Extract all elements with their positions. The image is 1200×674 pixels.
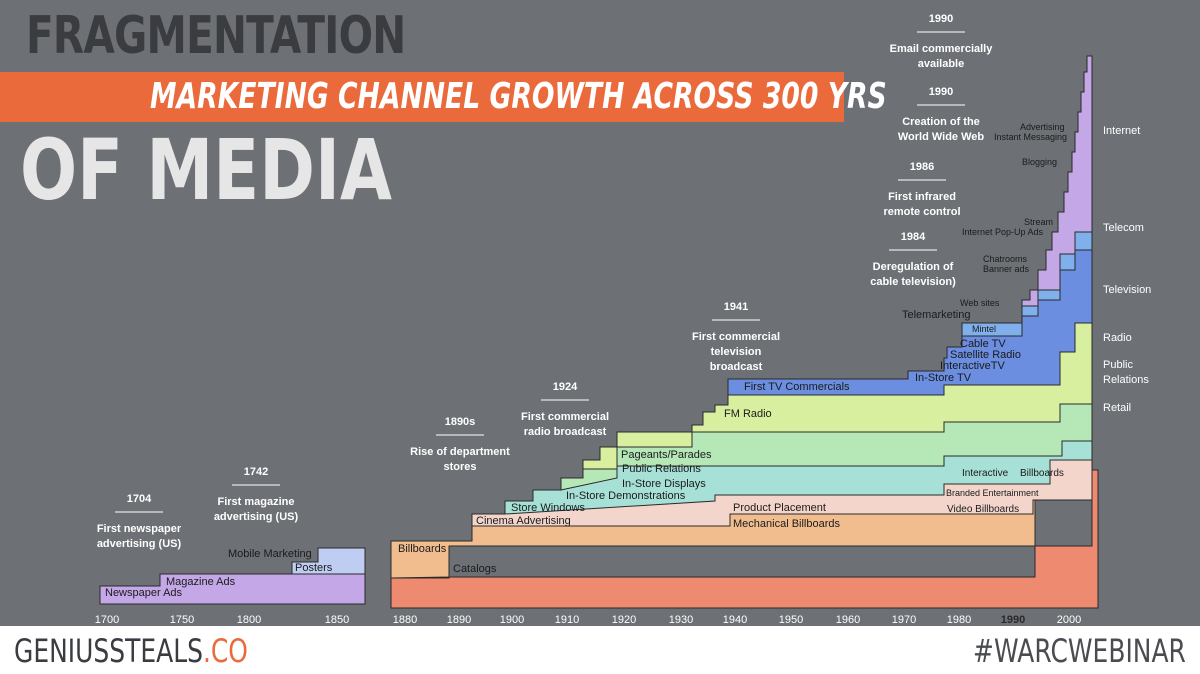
annotation-text-3-0: First commercial xyxy=(521,411,609,423)
annotation-year-1924-3: 1924 xyxy=(553,381,578,393)
annotation-text-5-1: cable television) xyxy=(870,276,956,288)
channel-label-mobile-marketing: Mobile Marketing xyxy=(228,548,312,560)
x-tick-1950: 1950 xyxy=(779,614,803,626)
annotation-year-1890s-2: 1890s xyxy=(445,416,476,428)
x-tick-1910: 1910 xyxy=(555,614,579,626)
legend-telecom: Telecom xyxy=(1103,222,1144,234)
annotation-text-3-1: radio broadcast xyxy=(524,426,607,438)
annotation-year-1704-0: 1704 xyxy=(127,493,152,505)
channel-label-interactivetv: InteractiveTV xyxy=(940,360,1005,372)
legend-retail: Retail xyxy=(1103,402,1131,414)
channel-label-catalogs: Catalogs xyxy=(453,563,497,575)
channel-label-blogging: Blogging xyxy=(1022,157,1057,167)
channel-label-chatrooms: Chatrooms xyxy=(983,254,1028,264)
x-tick-1700: 1700 xyxy=(95,614,119,626)
annotation-text-4-1: television xyxy=(711,346,762,358)
x-tick-1850: 1850 xyxy=(325,614,349,626)
annotation-year-1984-5: 1984 xyxy=(901,231,926,243)
legend-radio: Radio xyxy=(1103,332,1132,344)
annotation-text-5-0: Deregulation of xyxy=(873,261,954,273)
annotation-year-1742-1: 1742 xyxy=(244,466,268,478)
channel-label-posters: Posters xyxy=(295,562,333,574)
channel-label-telemarketing: Telemarketing xyxy=(902,309,970,321)
channel-label-billboards: Billboards xyxy=(1020,468,1064,479)
annotation-text-1-1: advertising (US) xyxy=(214,511,299,523)
channel-label-branded-entertainment: Branded Entertainment xyxy=(946,488,1039,498)
brand-main: GENIUSSTEALS xyxy=(14,632,203,670)
brand-suffix: .CO xyxy=(202,632,248,670)
annotation-text-7-0: Creation of the xyxy=(902,116,980,128)
annotation-text-0-1: advertising (US) xyxy=(97,538,182,550)
footer-hashtag: #WARCWEBINAR xyxy=(973,632,1186,670)
channel-label-in-store-tv: In-Store TV xyxy=(915,372,972,384)
x-tick-1940: 1940 xyxy=(723,614,747,626)
channel-label-satellite-radio: Satellite Radio xyxy=(950,349,1021,361)
x-tick-1900: 1900 xyxy=(500,614,524,626)
band-early-mobile xyxy=(291,547,366,575)
footer-bar xyxy=(0,626,1200,674)
legend-television: Television xyxy=(1103,284,1151,296)
channel-label-advertising: Advertising xyxy=(1020,122,1065,132)
x-tick-1960: 1960 xyxy=(836,614,860,626)
annotation-text-4-0: First commercial xyxy=(692,331,780,343)
title-of-media: OF MEDIA xyxy=(20,121,392,219)
channel-label-mintel: Mintel xyxy=(972,324,996,334)
annotation-text-1-0: First magazine xyxy=(217,496,294,508)
annotation-year-1941-4: 1941 xyxy=(724,301,748,313)
channel-label-magazine-ads: Magazine Ads xyxy=(166,576,236,588)
x-tick-1980: 1980 xyxy=(947,614,971,626)
channel-label-interactive: Interactive xyxy=(962,468,1009,479)
channel-label-in-store-displays: In-Store Displays xyxy=(622,478,706,490)
annotation-text-8-0: Email commercially xyxy=(890,43,994,55)
channel-label-pageants-parades: Pageants/Parades xyxy=(621,449,712,461)
channel-label-mechanical-billboards: Mechanical Billboards xyxy=(733,518,840,530)
channel-label-first-tv-commercials: First TV Commercials xyxy=(744,381,850,393)
channel-label-public-relations: Public Relations xyxy=(622,463,701,475)
channel-label-newspaper-ads: Newspaper Ads xyxy=(105,587,183,599)
channel-label-product-placement: Product Placement xyxy=(733,502,826,514)
band-internet xyxy=(1021,55,1093,316)
x-tick-2000: 2000 xyxy=(1057,614,1081,626)
channel-label-internet-pop-up-ads: Internet Pop-Up Ads xyxy=(962,227,1044,237)
annotation-text-4-2: broadcast xyxy=(710,361,763,373)
annotation-text-7-1: World Wide Web xyxy=(898,131,985,143)
channel-label-cable-tv: Cable TV xyxy=(960,338,1006,350)
legend-relations: Relations xyxy=(1103,374,1149,386)
x-tick-1880: 1880 xyxy=(393,614,417,626)
channel-label-stream: Stream xyxy=(1024,217,1053,227)
channel-label-web-sites: Web sites xyxy=(960,298,1000,308)
annotation-year-1986-6: 1986 xyxy=(910,161,934,173)
legend-public: Public xyxy=(1103,359,1133,371)
x-tick-1800: 1800 xyxy=(237,614,261,626)
legend-internet: Internet xyxy=(1103,125,1140,137)
annotation-text-2-1: stores xyxy=(443,461,476,473)
x-tick-1930: 1930 xyxy=(669,614,693,626)
channel-label-video-billboards: Video Billboards xyxy=(947,504,1019,515)
title-fragmentation: FRAGMENTATION xyxy=(26,6,406,66)
banner-bar xyxy=(0,72,844,122)
channel-label-banner-ads: Banner ads xyxy=(983,264,1030,274)
x-tick-1890: 1890 xyxy=(447,614,471,626)
channel-label-cinema-advertising: Cinema Advertising xyxy=(476,515,571,527)
annotation-text-0-0: First newspaper xyxy=(97,523,182,535)
annotation-text-6-0: First infrared xyxy=(888,191,956,203)
annotation-year-1990-8: 1990 xyxy=(929,13,953,25)
banner-subtitle: MARKETING CHANNEL GROWTH ACROSS 300 YRS xyxy=(150,76,887,117)
annotation-text-2-0: Rise of department xyxy=(410,446,510,458)
channel-label-instant-messaging: Instant Messaging xyxy=(994,132,1067,142)
x-tick-1920: 1920 xyxy=(612,614,636,626)
x-tick-1970: 1970 xyxy=(892,614,916,626)
annotation-text-8-1: available xyxy=(918,58,964,70)
annotation-year-1990-7: 1990 xyxy=(929,86,953,98)
x-tick-1750: 1750 xyxy=(170,614,194,626)
x-tick-1990: 1990 xyxy=(1001,614,1025,626)
channel-label-billboards: Billboards xyxy=(398,543,447,555)
channel-label-store-windows: Store Windows xyxy=(511,502,585,514)
annotation-text-6-1: remote control xyxy=(883,206,960,218)
footer-brand: GENIUSSTEALS.CO xyxy=(14,632,248,670)
channel-label-in-store-demonstrations: In-Store Demonstrations xyxy=(566,490,686,502)
channel-label-fm-radio: FM Radio xyxy=(724,408,772,420)
